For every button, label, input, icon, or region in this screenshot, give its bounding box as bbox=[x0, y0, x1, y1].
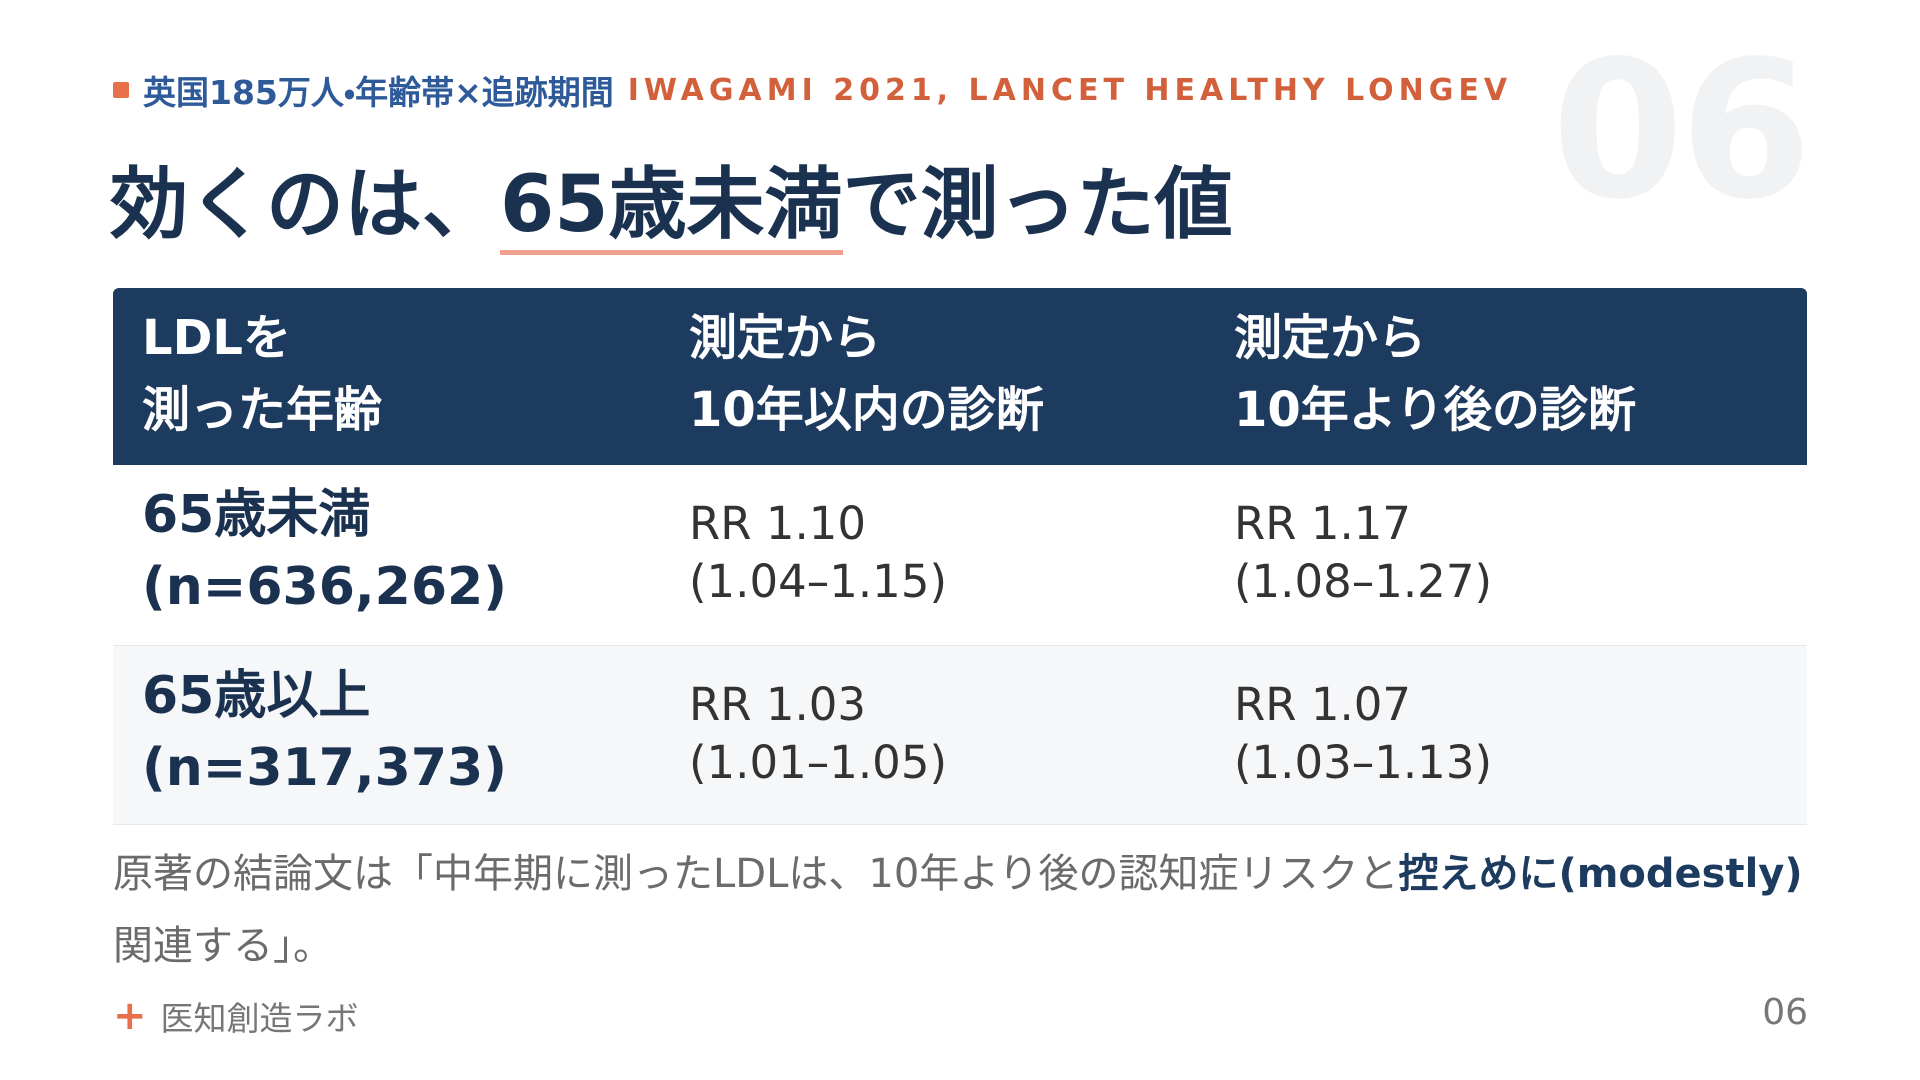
footer-brand: + 医知創造ラボ bbox=[113, 992, 359, 1040]
table-row: 65歳未満 (n=636,262) RR 1.10 (1.04–1.15) RR 1… bbox=[113, 465, 1807, 646]
header-line: 測った年齢 bbox=[142, 382, 383, 438]
header-cell: LDLを測った年齢 bbox=[142, 302, 382, 446]
rr-ci: (1.01–1.05) bbox=[689, 736, 948, 789]
header-cell: 測定から 10年以内の診断 bbox=[689, 302, 1044, 446]
row-label: 65歳以上 (n=317,373) bbox=[142, 660, 507, 804]
brand-icon: + bbox=[113, 993, 147, 1039]
table-row: 65歳以上 (n=317,373) RR 1.03 (1.01–1.05) RR 1… bbox=[113, 646, 1807, 825]
rr-value: RR 1.07 bbox=[1234, 678, 1412, 731]
watermark-number: 06 bbox=[1551, 20, 1812, 241]
table: LDLを測った年齢 測定から 10年以内の診断 測定から 10年より後の診断 65歳… bbox=[113, 288, 1807, 825]
label-line: (n=317,373) bbox=[142, 738, 507, 798]
note-text: 関連する」。 bbox=[113, 923, 333, 969]
rr-ci: (1.08–1.27) bbox=[1234, 555, 1493, 608]
tag-text: 英国185万人・年齢帯×追跡期間 bbox=[143, 73, 614, 112]
row-label: 65歳未満 (n=636,262) bbox=[142, 479, 507, 623]
note: 原著の結論文は「中年期に測ったLDLは、10年より後の認知症リスクと控えめに(m… bbox=[113, 838, 1813, 982]
header-line: LDLを bbox=[142, 310, 292, 366]
title-highlight: 65歳未満 bbox=[500, 160, 843, 255]
tag-marker bbox=[113, 82, 129, 98]
header-line: 測定から bbox=[1234, 310, 1427, 366]
rr-value: RR 1.03 bbox=[689, 678, 867, 731]
rr-value: RR 1.10 bbox=[689, 497, 867, 550]
title: 効くのは、65歳未満で測った値 bbox=[110, 142, 1233, 255]
source: IWAGAMI 2021, LANCET HEALTHY LONGEV bbox=[627, 72, 1513, 108]
rr-cell: RR 1.07 (1.03–1.13) bbox=[1234, 676, 1492, 792]
rr-ci: (1.03–1.13) bbox=[1234, 736, 1493, 789]
header-line: 10年以内の診断 bbox=[689, 382, 1044, 438]
title-part: 効くのは、 bbox=[110, 160, 501, 250]
rr-ci: (1.04–1.15) bbox=[689, 555, 948, 608]
rr-cell: RR 1.17 (1.08–1.27) bbox=[1234, 495, 1492, 611]
label-line: 65歳以上 bbox=[142, 666, 371, 726]
brand-name: 医知創造ラボ bbox=[160, 999, 359, 1038]
note-text: 原著の結論文は「中年期に測ったLDLは、10年より後の認知症リスクと bbox=[113, 851, 1399, 897]
header-cell: 測定から 10年より後の診断 bbox=[1234, 302, 1636, 446]
label-line: (n=636,262) bbox=[142, 557, 507, 617]
rr-value: RR 1.17 bbox=[1234, 497, 1412, 550]
title-part: で測った値 bbox=[842, 160, 1233, 250]
rr-cell: RR 1.03 (1.01–1.05) bbox=[689, 676, 947, 792]
note-emphasis: 控えめに(modestly) bbox=[1398, 851, 1803, 897]
table-header: LDLを測った年齢 測定から 10年以内の診断 測定から 10年より後の診断 bbox=[113, 288, 1807, 465]
rr-cell: RR 1.10 (1.04–1.15) bbox=[689, 495, 947, 611]
header-line: 測定から bbox=[689, 310, 882, 366]
label-line: 65歳未満 bbox=[142, 485, 371, 545]
header-tag: 英国185万人・年齢帯×追跡期間 IWAGAMI 2021, LANCET HE… bbox=[113, 66, 1512, 114]
header-line: 10年より後の診断 bbox=[1234, 382, 1636, 438]
page-number: 06 bbox=[1762, 992, 1808, 1033]
